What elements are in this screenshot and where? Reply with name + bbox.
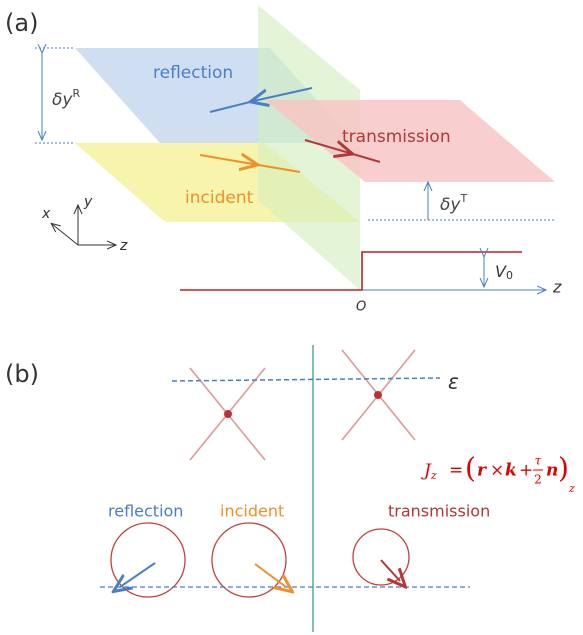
shift-label: δyR [52,87,80,110]
transmitted-ray [304,139,381,163]
axis-label: y [83,194,93,210]
state-label: transmission [388,502,490,521]
symbol: V [495,262,507,281]
reflected-ray [209,87,313,113]
formula-part: × [490,461,504,481]
dirac-point [374,391,382,399]
energy-label: ε [448,370,459,394]
shift-label: δyT [440,192,467,215]
formula: Jz = ( r × k + τ 2 n ) z [421,452,575,496]
formula-part: τ [535,454,542,468]
subscript: 0 [506,269,513,282]
origin-label: O [356,300,366,315]
dispersion-cones [189,349,416,461]
lhs: J [421,461,432,481]
potential-step [180,251,522,291]
subscript: z [430,469,437,482]
state-label: incident [220,502,284,521]
plane-label: transmission [342,127,451,147]
formula-part: ( [465,452,476,485]
formula-part: 2 [534,473,542,487]
incident-ray [199,155,301,173]
axis-label: x [41,206,51,222]
formula-part: z [568,482,575,495]
formula-part: ) [558,452,569,485]
fermi-circle [211,522,287,598]
transmission-plane [265,100,555,182]
symbol: δy [440,195,461,215]
interface-plane [258,5,360,290]
fermi-circle [110,522,186,598]
energy-line [171,377,441,382]
plane-label: incident [185,188,254,208]
wave-vector [254,563,286,587]
formula-part: = [449,461,463,481]
formula-part: Jz [421,461,437,483]
formula-part: k [505,461,517,481]
panel-a: (a) reflection transmission incident δyR… [5,5,562,315]
panel-b: (b) ε Jz = ( r × k + τ 2 n ) z reflectio… [5,345,575,632]
plane-label: reflection [153,63,233,83]
axis-label: z [119,238,128,254]
potential-label: V0 [495,262,513,283]
state-label: reflection [108,502,183,521]
fermi-circle [352,528,410,586]
wave-vector [120,562,156,587]
panel-label: (b) [5,360,39,388]
panel-label: (a) [5,9,38,37]
superscript: R [72,87,80,100]
dirac-point [224,410,232,418]
formula-part: r [477,461,487,481]
wave-vector [380,559,400,581]
axis [52,224,79,246]
formula-part: + [519,461,533,481]
axis-label: z [552,278,562,297]
symbol: δy [52,90,73,110]
superscript: T [459,192,467,205]
formula-part: n [546,461,558,481]
